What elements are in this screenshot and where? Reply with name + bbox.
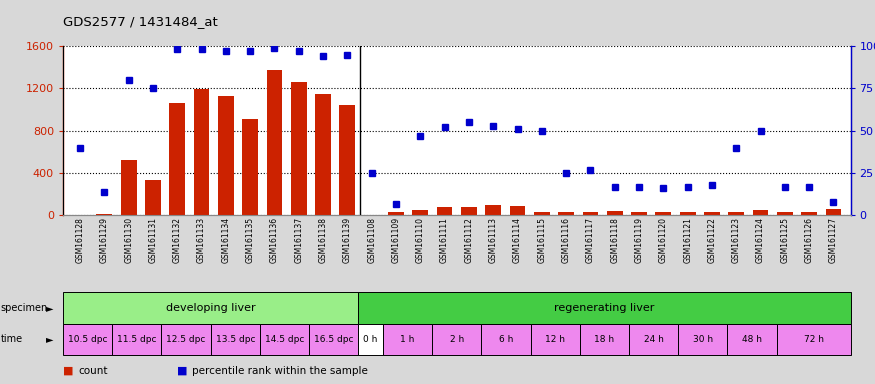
- Text: 18 h: 18 h: [594, 335, 614, 344]
- Text: ►: ►: [46, 303, 53, 313]
- Bar: [752, 210, 768, 215]
- Bar: [728, 212, 744, 215]
- Text: 13.5 dpc: 13.5 dpc: [215, 335, 255, 344]
- Bar: [680, 212, 696, 215]
- Bar: [412, 210, 428, 215]
- Text: 11.5 dpc: 11.5 dpc: [117, 335, 157, 344]
- Text: count: count: [79, 366, 108, 376]
- Bar: [826, 209, 842, 215]
- Bar: [580, 324, 629, 355]
- Text: 24 h: 24 h: [644, 335, 663, 344]
- Bar: [583, 212, 598, 215]
- Bar: [802, 212, 817, 215]
- Text: 0 h: 0 h: [363, 335, 378, 344]
- Bar: [534, 212, 550, 215]
- Bar: [145, 180, 161, 215]
- Text: 6 h: 6 h: [499, 335, 513, 344]
- Bar: [309, 324, 359, 355]
- Text: 1 h: 1 h: [401, 335, 415, 344]
- Bar: [388, 212, 404, 215]
- Bar: [509, 206, 525, 215]
- Bar: [558, 212, 574, 215]
- Text: 48 h: 48 h: [742, 335, 762, 344]
- Text: 30 h: 30 h: [693, 335, 713, 344]
- Bar: [461, 207, 477, 215]
- Bar: [678, 324, 727, 355]
- Text: specimen: specimen: [1, 303, 48, 313]
- Bar: [315, 94, 331, 215]
- Bar: [96, 214, 112, 215]
- Bar: [383, 324, 432, 355]
- Text: 72 h: 72 h: [803, 335, 823, 344]
- Bar: [121, 161, 136, 215]
- Text: 14.5 dpc: 14.5 dpc: [265, 335, 304, 344]
- Bar: [631, 212, 647, 215]
- Bar: [242, 119, 258, 215]
- Bar: [267, 70, 283, 215]
- Bar: [193, 89, 209, 215]
- Bar: [162, 324, 211, 355]
- Text: developing liver: developing liver: [166, 303, 256, 313]
- Bar: [704, 212, 720, 215]
- Text: ►: ►: [46, 334, 53, 344]
- Bar: [63, 292, 359, 324]
- Bar: [260, 324, 309, 355]
- Bar: [481, 324, 530, 355]
- Text: percentile rank within the sample: percentile rank within the sample: [192, 366, 368, 376]
- Bar: [530, 324, 580, 355]
- Text: ■: ■: [177, 366, 187, 376]
- Bar: [359, 292, 850, 324]
- Text: GDS2577 / 1431484_at: GDS2577 / 1431484_at: [63, 15, 218, 28]
- Bar: [218, 96, 234, 215]
- Bar: [432, 324, 481, 355]
- Bar: [629, 324, 678, 355]
- Text: regenerating liver: regenerating liver: [554, 303, 654, 313]
- Text: ■: ■: [63, 366, 74, 376]
- Bar: [727, 324, 777, 355]
- Text: 10.5 dpc: 10.5 dpc: [68, 335, 108, 344]
- Bar: [170, 103, 186, 215]
- Bar: [437, 207, 452, 215]
- Text: 16.5 dpc: 16.5 dpc: [314, 335, 354, 344]
- Bar: [63, 324, 112, 355]
- Bar: [340, 105, 355, 215]
- Bar: [655, 212, 671, 215]
- Bar: [290, 82, 306, 215]
- Text: 2 h: 2 h: [450, 335, 464, 344]
- Text: 12 h: 12 h: [545, 335, 565, 344]
- Text: time: time: [1, 334, 23, 344]
- Bar: [486, 205, 501, 215]
- Bar: [211, 324, 260, 355]
- Bar: [359, 324, 383, 355]
- Bar: [777, 212, 793, 215]
- Bar: [777, 324, 850, 355]
- Text: 12.5 dpc: 12.5 dpc: [166, 335, 206, 344]
- Bar: [607, 211, 623, 215]
- Bar: [112, 324, 162, 355]
